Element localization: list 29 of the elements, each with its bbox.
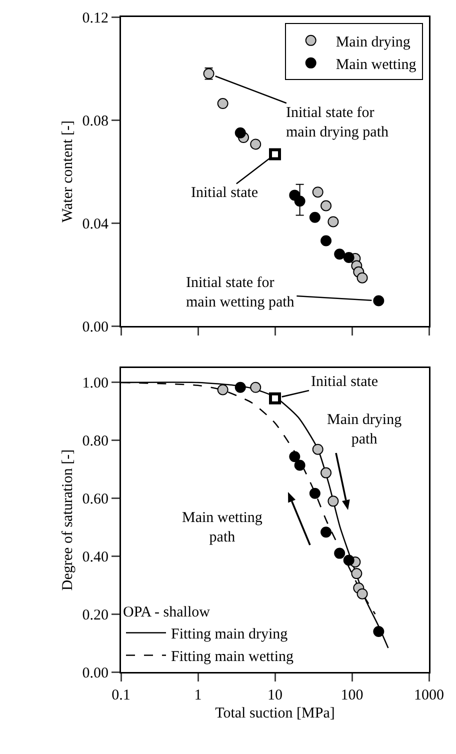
legend-label: Fitting main wetting [171, 649, 294, 666]
annotation: Main drying path [327, 412, 402, 448]
annotation: Initial state [311, 374, 378, 390]
annotation: Initial state [191, 185, 258, 201]
y-tick-label: 0.40 [82, 549, 108, 566]
x-tick-label: 0.1 [112, 688, 130, 704]
y-axis-title: Water content [-] [60, 120, 76, 223]
y-axis-title: Degree of saturation [-] [60, 449, 76, 591]
y-tick-label: 0.00 [82, 319, 108, 336]
annotation: Initial state for main wetting path [186, 275, 295, 310]
annotation: Initial state for main drying path [286, 105, 389, 140]
annotation: Main wetting path [182, 510, 263, 546]
y-tick-label: 0.00 [82, 665, 108, 682]
legend-label: Fitting main drying [171, 626, 288, 643]
x-tick-label: 1 [194, 688, 202, 704]
x-axis-title: Total suction [MPa] [215, 705, 335, 722]
y-tick-label: 1.00 [82, 376, 108, 392]
x-tick-label: 100 [340, 688, 364, 704]
legend-label: Main wetting [336, 56, 417, 73]
x-tick-label: 10 [268, 688, 282, 704]
y-tick-label: 0.12 [82, 10, 108, 26]
legend-label: Main drying [336, 34, 411, 50]
y-tick-label: 0.08 [82, 113, 108, 130]
y-tick-label: 0.60 [82, 492, 108, 508]
x-tick-label: 1000 [414, 688, 444, 704]
y-tick-label: 0.80 [82, 434, 108, 450]
legend-title: OPA - shallow [123, 604, 210, 620]
y-tick-label: 0.20 [82, 607, 108, 624]
y-tick-label: 0.04 [82, 216, 109, 232]
